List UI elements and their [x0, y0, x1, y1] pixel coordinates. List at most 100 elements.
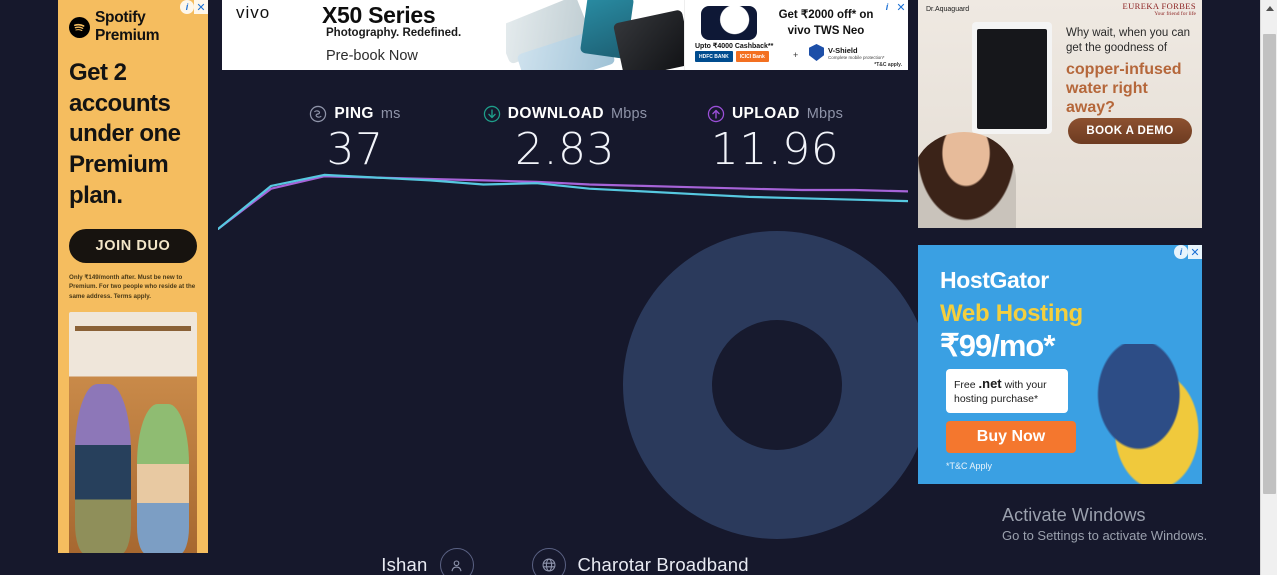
spotify-headline: Get 2 accounts under one Premium plan. — [69, 59, 181, 209]
badge-post-label: with your hosting purchase* — [954, 379, 1047, 405]
aquaguard-brand: Dr.Aquaguard — [926, 2, 969, 14]
scrollbar-thumb[interactable] — [1263, 34, 1276, 494]
aquaguard-highlight: copper-infused water right away? — [1066, 61, 1182, 117]
aquaguard-question: Why wait, when you can get the goodness … — [1066, 27, 1191, 55]
chevron-up-icon — [1265, 6, 1274, 11]
hdfc-bank-logo: HDFC BANK — [695, 51, 733, 62]
spotify-brand-label: Spotify Premium — [95, 9, 160, 44]
upload-line — [218, 175, 908, 230]
eureka-forbes-logo: EUREKA FORBES Your friend for life — [1123, 1, 1196, 17]
metric-ping-unit: ms — [380, 106, 401, 122]
vshield-title: V-Shield — [828, 45, 858, 55]
metric-download: DOWNLOAD Mbps 2.83 — [460, 103, 670, 172]
activation-subtitle: Go to Settings to activate Windows. — [1002, 528, 1208, 543]
ad-aquaguard[interactable]: Dr.Aquaguard EUREKA FORBES Your friend f… — [918, 0, 1202, 228]
gauge-center-hole — [712, 320, 842, 450]
woman-photo — [918, 132, 1016, 228]
vivo-bank-logos: HDFC BANK ICICI Bank — [695, 51, 769, 62]
badge-domain-label: .net — [978, 376, 1002, 391]
purifier-body — [977, 29, 1047, 129]
book-a-demo-button[interactable]: BOOK A DEMO — [1068, 118, 1192, 144]
adchoices-spotify[interactable]: i ✕ — [180, 0, 208, 14]
water-purifier-image — [972, 22, 1052, 134]
vivo-subtitle: Photography. Redefined. — [326, 27, 462, 39]
join-duo-button[interactable]: JOIN DUO — [69, 228, 197, 263]
isp-name: Charotar Broadband — [577, 554, 749, 575]
metric-ping-label: PING — [334, 105, 374, 122]
close-icon[interactable]: ✕ — [194, 0, 208, 14]
vivo-terms: *T&C apply. — [874, 62, 902, 68]
vivo-logo: vivo — [236, 3, 271, 22]
metric-download-value: 2.83 — [515, 124, 615, 175]
vshield-block: V-Shield Complete mobile protection* — [809, 44, 885, 61]
puppet-purple — [75, 384, 131, 553]
upload-arrow-icon — [707, 105, 725, 123]
aquaguard-copy: Why wait, when you can get the goodness … — [1066, 26, 1196, 118]
spotify-ad-image — [69, 312, 197, 553]
metric-ping-value: 37 — [326, 124, 384, 175]
download-line — [218, 173, 908, 230]
ad-hostgator[interactable]: i ✕ HostGator Web Hosting ₹99/mo* Free .… — [918, 245, 1202, 484]
badge-free-label: Free — [954, 379, 976, 391]
shield-icon — [809, 44, 824, 61]
hostgator-brand: HostGator — [940, 267, 1049, 293]
eureka-forbes-tagline: Your friend for life — [1154, 11, 1196, 17]
puppet-green — [137, 404, 189, 553]
image-shelf — [75, 326, 191, 332]
vivo-prebook-link[interactable]: Pre-book Now — [326, 48, 418, 64]
adchoices-info-icon[interactable]: i — [180, 0, 194, 14]
metric-download-label: DOWNLOAD — [507, 105, 604, 122]
download-arrow-icon — [483, 105, 500, 123]
activation-title: Activate Windows — [1002, 505, 1146, 525]
windows-activation-watermark: Activate Windows Go to Settings to activ… — [1002, 505, 1262, 543]
ad-spotify[interactable]: i ✕ Spotify Premium Get 2 accounts under… — [58, 0, 208, 553]
metric-upload-unit: Mbps — [806, 106, 844, 122]
gator-mascot-image — [1094, 344, 1202, 484]
metric-upload: UPLOAD Mbps 11.96 — [670, 103, 880, 172]
hostgator-domain-badge: Free .net with your hosting purchase* — [946, 369, 1068, 413]
metric-ping-header: PING ms — [250, 103, 460, 125]
vshield-subtitle: Complete mobile protection* — [828, 54, 885, 60]
metric-upload-value: 11.96 — [710, 124, 840, 175]
close-icon[interactable]: ✕ — [894, 0, 908, 14]
spotify-fine-print: Only ₹149/month after. Must be new to Pr… — [69, 273, 196, 300]
vivo-offer-text: Get ₹2000 off* on vivo TWS Neo — [778, 9, 874, 37]
adchoices-hostgator[interactable]: i ✕ — [1174, 245, 1202, 259]
user-block[interactable]: Ishan — [381, 548, 474, 575]
metric-upload-label: UPLOAD — [731, 105, 800, 122]
adchoices-info-icon[interactable]: i — [1174, 245, 1188, 259]
vivo-copy-block: vivo X50 Series Photography. Redefined. … — [222, 0, 506, 70]
metric-upload-header: UPLOAD Mbps — [670, 103, 880, 125]
vivo-offer-block: Get ₹2000 off* on vivo TWS Neo Upto ₹400… — [684, 0, 908, 70]
person-icon — [439, 548, 474, 575]
isp-block[interactable]: Charotar Broadband — [531, 548, 749, 575]
hostgator-product: Web Hosting — [940, 300, 1083, 327]
close-icon[interactable]: ✕ — [1188, 245, 1202, 259]
vivo-phone-images — [506, 0, 684, 70]
eureka-forbes-name: EUREKA FORBES — [1122, 1, 1196, 11]
spotify-logo-icon — [69, 16, 90, 38]
metric-download-unit: Mbps — [610, 106, 648, 122]
result-identity-bar: Ishan Charotar Broadband — [212, 548, 918, 575]
spotify-brand: Spotify Premium — [69, 9, 197, 45]
page-scrollbar[interactable] — [1260, 0, 1277, 575]
plus-separator: + — [793, 50, 799, 60]
buy-now-button[interactable]: Buy Now — [946, 421, 1076, 453]
ping-icon — [310, 105, 327, 123]
ad-vivo-banner[interactable]: i ✕ vivo X50 Series Photography. Redefin… — [222, 0, 908, 70]
speed-gauge-dial — [623, 231, 931, 539]
hostgator-terms: *T&C Apply — [946, 461, 993, 471]
vivo-title: X50 Series — [322, 2, 436, 28]
adchoices-info-icon[interactable]: i — [880, 0, 894, 14]
vivo-cashback-text: Upto ₹4000 Cashback** — [695, 43, 774, 50]
speed-sparkline-chart — [218, 173, 908, 230]
adchoices-vivo[interactable]: i ✕ — [880, 0, 908, 14]
globe-icon — [531, 548, 566, 575]
speedtest-result-panel: PING ms 37 DOWNLOAD Mbps 2.83 — [212, 0, 931, 575]
user-name: Ishan — [381, 554, 428, 575]
aquaguard-brand-prefix: Dr. — [926, 6, 935, 13]
scroll-up-button[interactable] — [1261, 0, 1277, 17]
metric-download-header: DOWNLOAD Mbps — [460, 103, 670, 125]
aquaguard-brand-main: Aquaguard — [934, 6, 970, 13]
icici-bank-logo: ICICI Bank — [735, 51, 769, 62]
